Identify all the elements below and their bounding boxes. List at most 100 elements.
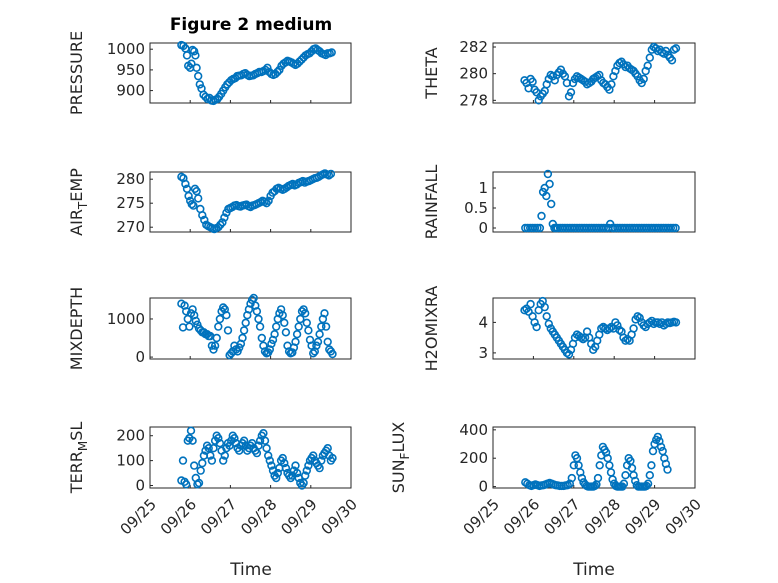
- data-point: [543, 169, 553, 179]
- data-point: [222, 311, 231, 320]
- data-point: [252, 448, 262, 458]
- data-point: [315, 463, 324, 473]
- data-point: [196, 466, 205, 475]
- data-point: [323, 444, 332, 453]
- series-pressure: [177, 40, 336, 106]
- data-point: [260, 436, 270, 445]
- data-point: [280, 318, 289, 327]
- data-point: [532, 322, 541, 332]
- series-theta: [520, 42, 681, 105]
- data-point: [182, 480, 191, 489]
- y-tick-label: 0: [478, 219, 488, 237]
- data-point: [261, 65, 270, 75]
- data-point: [214, 434, 223, 443]
- data-point: [254, 441, 263, 450]
- data-point: [564, 92, 574, 101]
- y-axis-label-theta: THETA: [422, 47, 441, 99]
- data-point: [212, 333, 221, 343]
- x-tick-label: 09/26: [500, 495, 543, 538]
- data-point: [535, 223, 545, 233]
- y-tick-label: 1000: [107, 310, 145, 328]
- x-axis-label-right: Time: [572, 560, 615, 580]
- data-point: [189, 201, 198, 210]
- data-point: [645, 53, 654, 62]
- data-point: [639, 74, 648, 84]
- data-point: [181, 179, 190, 189]
- data-point: [643, 61, 652, 70]
- data-point: [209, 345, 218, 354]
- y-tick-label: 200: [459, 449, 488, 467]
- data-point: [219, 456, 228, 465]
- figure-title: Figure 2 medium: [170, 15, 332, 35]
- data-point: [200, 215, 209, 225]
- data-point: [201, 92, 210, 102]
- data-point: [235, 446, 244, 455]
- y-axis-label-air-temp: AIRTEMP: [67, 168, 90, 236]
- data-point: [663, 465, 672, 474]
- data-point: [273, 67, 282, 77]
- data-point: [590, 481, 599, 491]
- data-point: [546, 199, 556, 209]
- data-point: [302, 466, 311, 475]
- data-point: [328, 349, 337, 359]
- data-point: [219, 303, 228, 312]
- data-point: [194, 71, 203, 81]
- data-point: [619, 479, 629, 488]
- data-point: [313, 337, 323, 346]
- data-point: [230, 434, 239, 443]
- data-point: [204, 444, 213, 453]
- data-point: [548, 72, 557, 81]
- data-point: [544, 319, 553, 329]
- y-tick-label: 0.5: [464, 199, 488, 217]
- data-point: [317, 322, 326, 331]
- y-tick-label: 1: [478, 179, 488, 197]
- x-tick-label: 09/26: [157, 495, 200, 538]
- data-point: [267, 461, 276, 470]
- x-tick-label: 09/25: [117, 495, 160, 538]
- data-point: [569, 461, 578, 470]
- data-point: [542, 312, 551, 321]
- data-point: [214, 322, 223, 331]
- data-point: [254, 314, 263, 324]
- data-point: [264, 451, 273, 460]
- y-tick-label: 280: [459, 65, 488, 83]
- data-point: [537, 211, 546, 221]
- data-point: [209, 444, 218, 453]
- data-point: [607, 80, 616, 89]
- data-point: [281, 463, 291, 473]
- data-point: [667, 56, 677, 65]
- y-axis-label-pressure: PRESSURE: [67, 31, 86, 115]
- data-point: [328, 453, 337, 463]
- data-point: [304, 326, 313, 335]
- y-tick-label: 280: [116, 170, 145, 188]
- data-point: [190, 47, 199, 56]
- data-point: [645, 471, 654, 480]
- data-point: [643, 479, 653, 488]
- data-point: [595, 461, 604, 470]
- data-point: [182, 51, 192, 60]
- x-tick-label: 09/27: [540, 495, 583, 538]
- data-point: [542, 191, 551, 201]
- data-point: [178, 456, 188, 465]
- x-tick-label: 09/29: [621, 495, 664, 538]
- y-axis-label-terr-msl: TERRMSL: [67, 422, 90, 495]
- data-point: [288, 348, 297, 357]
- data-point: [545, 179, 554, 189]
- data-point: [671, 223, 680, 233]
- data-point: [198, 211, 207, 220]
- data-point: [195, 80, 205, 89]
- data-point: [615, 325, 624, 335]
- data-point: [188, 436, 197, 445]
- data-point: [272, 473, 281, 483]
- series-air-temp: [177, 169, 336, 234]
- data-point: [608, 475, 617, 484]
- y-tick-label: 3: [478, 344, 488, 362]
- data-point: [656, 442, 666, 452]
- data-point: [540, 302, 549, 312]
- data-point: [629, 324, 638, 333]
- data-point: [621, 471, 630, 480]
- x-tick-label: 09/25: [460, 495, 503, 538]
- data-point: [267, 339, 276, 348]
